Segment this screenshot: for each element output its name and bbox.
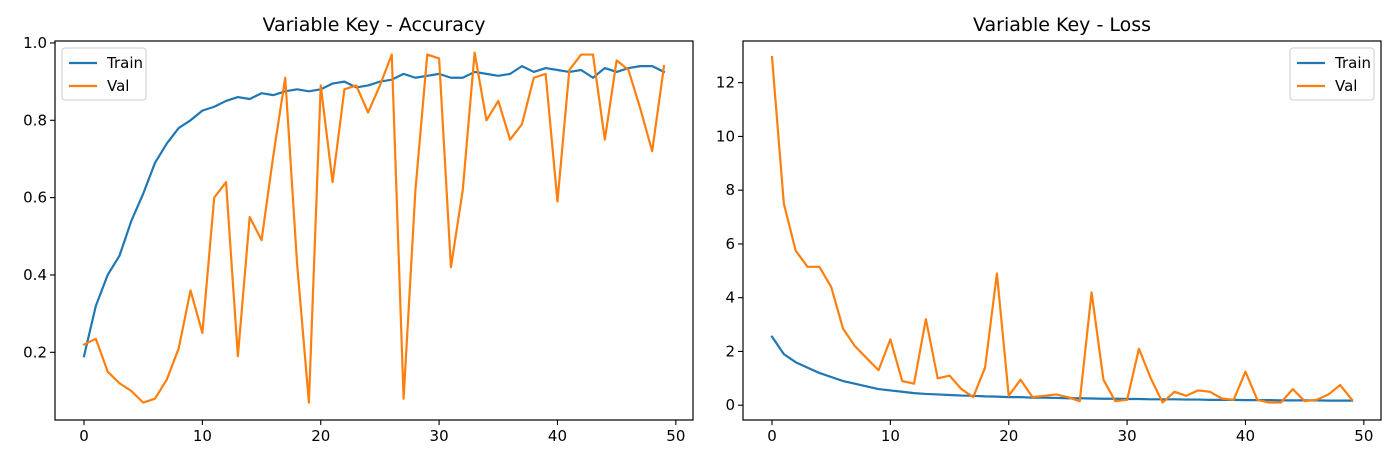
x-tick-label: 10 xyxy=(193,427,212,445)
y-tick-label: 10 xyxy=(716,127,735,145)
legend-label-val: Val xyxy=(107,77,129,95)
chart-accuracy: Variable Key - Accuracy 0 10 20 30 40 50 0.2 0.4… xyxy=(23,14,694,445)
y-tick-label: 12 xyxy=(716,74,735,92)
x-tick-label: 50 xyxy=(666,427,685,445)
chart-title: Variable Key - Accuracy xyxy=(262,14,485,36)
x-tick-label: 50 xyxy=(1354,427,1373,445)
y-tick-label: 1.0 xyxy=(23,34,47,52)
y-tick-label: 4 xyxy=(725,289,735,307)
series-line-train xyxy=(770,335,1354,402)
x-tick-label: 20 xyxy=(311,427,330,445)
series-line-val xyxy=(82,51,666,404)
chart-loss: Variable Key - Loss 0 10 20 30 40 50 0 2 4 6 8 10 12 T… xyxy=(716,14,1382,445)
y-tick-label: 0 xyxy=(725,396,735,414)
x-tick-label: 0 xyxy=(767,427,777,445)
series-line-val xyxy=(770,55,1354,404)
plot-frame xyxy=(742,40,1382,421)
legend: Train Val xyxy=(1289,47,1375,101)
x-tick-label: 30 xyxy=(1118,427,1137,445)
chart-title: Variable Key - Loss xyxy=(973,14,1151,36)
y-tick-label: 0.8 xyxy=(23,111,47,129)
y-tick-label: 6 xyxy=(725,235,735,253)
y-tick-label: 0.4 xyxy=(23,266,47,284)
legend-label-val: Val xyxy=(1335,77,1357,95)
legend: Train Val xyxy=(61,47,147,101)
legend-label-train: Train xyxy=(1334,54,1371,72)
x-tick-label: 0 xyxy=(79,427,89,445)
y-tick-label: 0.6 xyxy=(23,189,47,207)
x-tick-label: 10 xyxy=(881,427,900,445)
y-tick-label: 0.2 xyxy=(23,343,47,361)
y-tick-label: 2 xyxy=(725,342,735,360)
x-tick-label: 40 xyxy=(548,427,567,445)
legend-label-train: Train xyxy=(106,54,143,72)
x-tick-label: 30 xyxy=(430,427,449,445)
series-line-train xyxy=(82,65,666,358)
plot-frame xyxy=(54,40,694,421)
y-tick-label: 8 xyxy=(725,181,735,199)
x-tick-label: 40 xyxy=(1236,427,1255,445)
x-tick-label: 20 xyxy=(999,427,1018,445)
